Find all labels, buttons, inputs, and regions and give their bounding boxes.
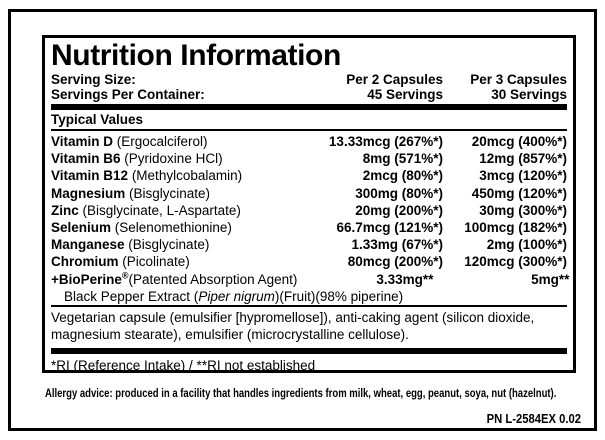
table-row: Vitamin D (Ergocalciferol) 13.33mcg (267… xyxy=(51,133,567,150)
table-row: Zinc (Bisglycinate, L-Aspartate) 20mg (2… xyxy=(51,202,567,219)
nutrient-name: Vitamin B6 (Pyridoxine HCl) xyxy=(51,151,223,167)
bioperine-subline: Black Pepper Extract (Piper nigrum)(Frui… xyxy=(64,288,404,304)
serving-size-row: Serving Size: Per 2 Capsules Per 3 Capsu… xyxy=(51,72,567,87)
nutrient-name: Manganese (Bisglycinate) xyxy=(51,237,210,253)
nutrient-value-col1: 2mcg (80%*) xyxy=(362,168,443,184)
serving-size-col1: Per 2 Capsules xyxy=(346,72,443,87)
ingredients-text: Vegetarian capsule (emulsifier [hypromel… xyxy=(51,310,535,342)
servings-per-container-row: Servings Per Container: 45 Servings 30 S… xyxy=(51,87,567,102)
nutrient-name: Magnesium (Bisglycinate) xyxy=(51,185,211,201)
nutrient-name: Vitamin D (Ergocalciferol) xyxy=(51,134,208,149)
nutrition-information-panel: Nutrition Information Serving Size: Per … xyxy=(42,35,576,373)
product-code: PN L-2584EX 0.02 xyxy=(486,412,581,426)
reference-intake-note: *RI (Reference Intake) / **RI not establ… xyxy=(51,358,316,374)
bioperine-name: +BioPerine®(Patented Absorption Agent) xyxy=(51,270,298,287)
nutrient-name: Vitamin B12 (Methylcobalamin) xyxy=(51,168,243,184)
bioperine-value-col1: 3.33mg** xyxy=(376,271,434,287)
bioperine-value-col2: 5mg** xyxy=(531,271,570,287)
table-row: Vitamin B12 (Methylcobalamin) 2mcg (80%*… xyxy=(51,167,567,184)
table-row: Chromium (Picolinate) 80mcg (200%*) 120m… xyxy=(51,253,567,270)
page-title: Nutrition Information xyxy=(51,39,341,72)
nutrient-value-col2: 120mcg (300%*) xyxy=(464,254,567,270)
nutrient-value-col1: 20mg (200%*) xyxy=(355,202,443,218)
table-row-bioperine: +BioPerine®(Patented Absorption Agent) 3… xyxy=(51,270,570,288)
nutrient-value-col1: 13.33mcg (267%*) xyxy=(328,134,443,149)
nutrient-value-col2: 450mg (120%*) xyxy=(471,185,567,201)
nutrient-value-col2: 30mg (300%*) xyxy=(479,202,567,218)
serving-size-col2: Per 3 Capsules xyxy=(470,72,567,87)
divider-thin-typical xyxy=(51,129,567,131)
servings-per-container-col2: 30 Servings xyxy=(491,87,567,102)
table-row: Vitamin B6 (Pyridoxine HCl) 8mg (571%*) … xyxy=(51,150,567,167)
allergy-advice: Allergy advice: produced in a facility t… xyxy=(45,387,557,400)
divider-thin-ingredients xyxy=(51,305,567,308)
nutrient-value-col2: 20mcg (400%*) xyxy=(471,134,567,149)
nutrient-name: Chromium (Picolinate) xyxy=(51,254,190,270)
typical-values-header: Typical Values xyxy=(51,112,144,127)
nutrient-value-col1: 66.7mcg (121%*) xyxy=(336,220,443,236)
table-row: Manganese (Bisglycinate) 1.33mg (67%*) 2… xyxy=(51,236,567,253)
outer-frame: Nutrition Information Serving Size: Per … xyxy=(8,9,597,431)
nutrient-name: Selenium (Selenomethionine) xyxy=(51,220,232,236)
nutrient-value-col1: 300mg (80%*) xyxy=(355,185,443,201)
divider-thick-bottom xyxy=(51,348,567,355)
divider-thick-top xyxy=(51,104,567,110)
nutrient-value-col2: 100mcg (182%*) xyxy=(464,220,567,236)
nutrient-value-col1: 1.33mg (67%*) xyxy=(351,237,443,253)
table-row: Selenium (Selenomethionine) 66.7mcg (121… xyxy=(51,219,567,236)
registered-trademark-icon: ® xyxy=(121,270,129,281)
nutrient-value-col1: 80mcg (200%*) xyxy=(347,254,443,270)
nutrient-value-col2: 12mg (857%*) xyxy=(479,151,567,167)
servings-per-container-col1: 45 Servings xyxy=(367,87,443,102)
nutrient-value-col2: 2mg (100%*) xyxy=(486,237,567,253)
serving-size-label: Serving Size: xyxy=(51,72,136,87)
nutrient-name: Zinc (Bisglycinate, L-Aspartate) xyxy=(51,202,241,218)
nutrient-list: Vitamin D (Ergocalciferol) 13.33mcg (267… xyxy=(51,131,570,305)
nutrient-value-col1: 8mg (571%*) xyxy=(362,151,443,167)
table-row: Magnesium (Bisglycinate) 300mg (80%*) 45… xyxy=(51,185,567,202)
servings-per-container-label: Servings Per Container: xyxy=(51,87,205,102)
nutrient-value-col2: 3mcg (120%*) xyxy=(479,168,567,184)
